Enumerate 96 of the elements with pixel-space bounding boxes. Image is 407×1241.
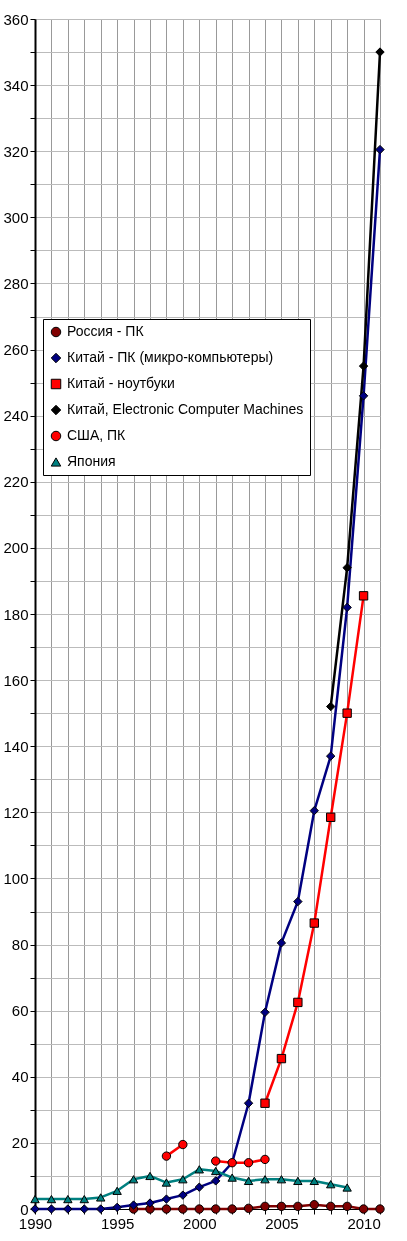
point bbox=[178, 1175, 188, 1184]
point bbox=[342, 708, 352, 718]
legend-label: Япония bbox=[67, 453, 116, 469]
point bbox=[112, 1186, 122, 1195]
y-tick-label: 280 bbox=[3, 274, 29, 292]
point bbox=[276, 938, 287, 948]
y-tick-label: 320 bbox=[3, 142, 29, 160]
point bbox=[243, 1098, 254, 1108]
point bbox=[96, 1193, 106, 1202]
y-tick-label: 220 bbox=[3, 473, 29, 491]
legend-label: Китай, Electronic Computer Machines bbox=[67, 401, 304, 417]
point bbox=[309, 806, 319, 816]
x-tick-label: 2000 bbox=[183, 1214, 217, 1232]
y-tick-label: 60 bbox=[11, 1002, 29, 1020]
point bbox=[194, 1204, 204, 1214]
y-tick-label: 100 bbox=[3, 869, 29, 887]
x-tick-label: 1995 bbox=[100, 1214, 135, 1232]
x-tick-label: 2010 bbox=[347, 1214, 381, 1232]
y-tick-label: 120 bbox=[3, 803, 29, 821]
point bbox=[326, 751, 336, 761]
point bbox=[243, 1158, 254, 1168]
point bbox=[128, 1200, 139, 1210]
y-tick-label: 160 bbox=[3, 671, 29, 689]
point bbox=[112, 1202, 122, 1213]
y-tick-label: 200 bbox=[3, 539, 29, 557]
y-tick-label: 180 bbox=[3, 605, 29, 623]
point bbox=[227, 1204, 237, 1214]
y-tick-label: 340 bbox=[3, 76, 29, 94]
y-tick-label: 140 bbox=[3, 737, 29, 755]
y-tick-label: 80 bbox=[11, 936, 29, 954]
point bbox=[161, 1151, 172, 1161]
point bbox=[211, 1176, 221, 1186]
point bbox=[326, 1201, 336, 1212]
point bbox=[342, 563, 352, 573]
point bbox=[194, 1165, 204, 1174]
y-tick-label: 40 bbox=[11, 1068, 29, 1086]
point bbox=[260, 1007, 270, 1017]
point bbox=[46, 1194, 57, 1204]
point bbox=[260, 1175, 270, 1184]
point bbox=[243, 1176, 254, 1186]
y-tick-label: 240 bbox=[3, 407, 29, 425]
y-tick-label: 300 bbox=[3, 208, 29, 226]
point bbox=[211, 1166, 221, 1176]
point bbox=[309, 1176, 319, 1186]
point bbox=[358, 591, 369, 601]
point bbox=[145, 1198, 155, 1208]
point bbox=[161, 1178, 172, 1187]
point bbox=[178, 1139, 188, 1150]
point bbox=[161, 1194, 172, 1204]
point bbox=[358, 391, 369, 401]
point bbox=[243, 1203, 254, 1214]
point bbox=[161, 1204, 172, 1214]
point bbox=[293, 1201, 303, 1212]
point bbox=[30, 1194, 40, 1204]
point bbox=[96, 1204, 106, 1214]
point bbox=[342, 1201, 352, 1212]
point bbox=[211, 1156, 221, 1166]
point bbox=[342, 602, 352, 613]
point bbox=[326, 1180, 336, 1189]
point bbox=[63, 1204, 73, 1214]
point bbox=[375, 144, 385, 155]
point bbox=[79, 1204, 89, 1214]
point bbox=[293, 997, 303, 1008]
point bbox=[178, 1204, 188, 1214]
point bbox=[276, 1201, 287, 1212]
legend-label: Россия - ПК bbox=[67, 323, 145, 339]
point bbox=[293, 896, 303, 907]
point bbox=[375, 47, 385, 57]
point bbox=[326, 812, 336, 822]
point bbox=[260, 1154, 270, 1165]
point bbox=[358, 361, 369, 371]
legend-label: Китай - ноутбуки bbox=[67, 375, 175, 391]
y-tick-label: 260 bbox=[3, 341, 29, 359]
point bbox=[79, 1194, 89, 1204]
y-tick-label: 360 bbox=[3, 10, 29, 28]
point bbox=[260, 1098, 270, 1108]
point bbox=[342, 1183, 352, 1192]
legend-label: Китай - ПК (микро-компьютеры) bbox=[67, 349, 274, 365]
x-tick-label: 2005 bbox=[265, 1214, 299, 1232]
point bbox=[63, 1194, 73, 1204]
point bbox=[260, 1201, 270, 1212]
point bbox=[309, 1200, 319, 1210]
point bbox=[358, 1204, 369, 1214]
point bbox=[178, 1190, 188, 1200]
point bbox=[276, 1053, 287, 1064]
y-tick-label: 20 bbox=[11, 1134, 29, 1152]
point bbox=[309, 918, 319, 928]
legend-label: США, ПК bbox=[67, 427, 127, 443]
point bbox=[145, 1171, 155, 1181]
point bbox=[227, 1173, 237, 1182]
point bbox=[276, 1175, 287, 1184]
point bbox=[293, 1176, 303, 1186]
point bbox=[128, 1175, 139, 1184]
point bbox=[194, 1182, 204, 1192]
point bbox=[211, 1204, 221, 1214]
point bbox=[46, 1204, 57, 1214]
